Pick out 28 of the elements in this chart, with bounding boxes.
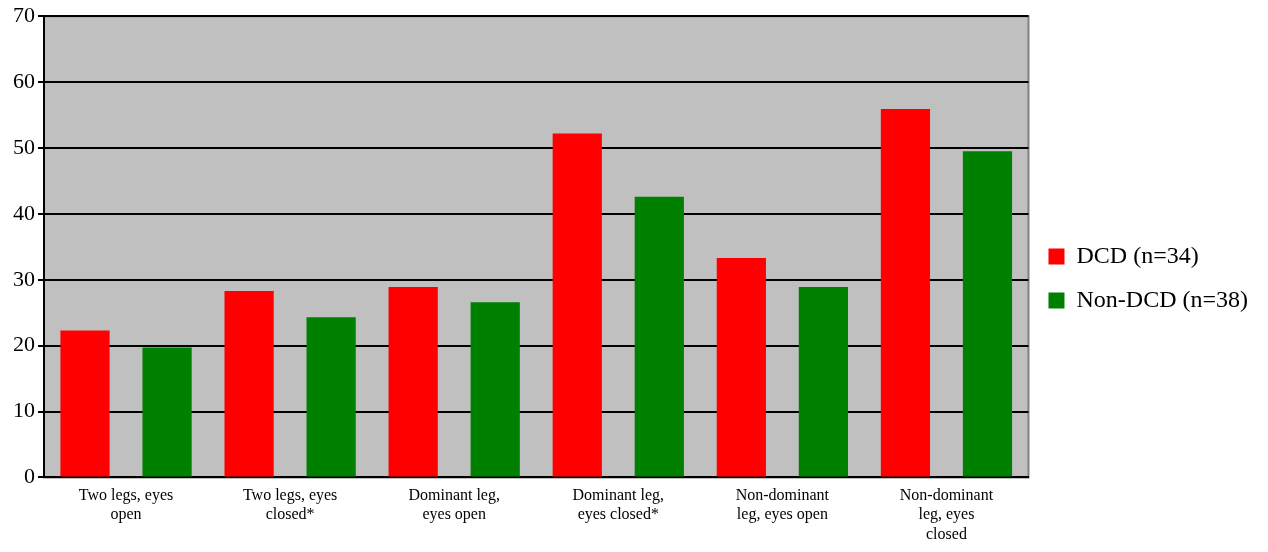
bar: [142, 347, 192, 477]
bar: [798, 286, 848, 477]
y-tick-label: 40: [13, 199, 35, 225]
bar: [306, 317, 356, 477]
y-tick-label: 70: [13, 1, 35, 27]
legend-label: DCD (n=34): [1076, 241, 1199, 268]
x-tick-label: Dominant leg, eyes closed*: [572, 486, 665, 524]
x-tick-label: Dominant leg, eyes open: [408, 486, 500, 524]
y-tick-label: 20: [13, 331, 35, 357]
bar: [60, 330, 110, 477]
bar: [716, 258, 766, 477]
x-tick-label: Two legs, eyes open: [78, 486, 174, 524]
y-tick-label: 30: [13, 265, 35, 291]
bar: [634, 196, 684, 477]
bar: [962, 151, 1013, 477]
bar: [388, 286, 438, 477]
bar: [224, 290, 274, 477]
bar: [552, 133, 602, 477]
y-tick-label: 0: [24, 463, 35, 489]
bar: [470, 302, 520, 477]
legend-label: Non-DCD (n=38): [1076, 285, 1248, 312]
bar: [880, 109, 931, 477]
x-tick-label: Non-dominant leg, eyes closed: [899, 486, 994, 542]
x-tick-label: Non-dominant leg, eyes open: [735, 486, 830, 524]
x-tick-label: Two legs, eyes closed*: [242, 486, 338, 523]
y-tick-label: 50: [13, 133, 35, 159]
y-tick-label: 60: [13, 67, 35, 93]
y-tick-label: 10: [13, 397, 35, 423]
